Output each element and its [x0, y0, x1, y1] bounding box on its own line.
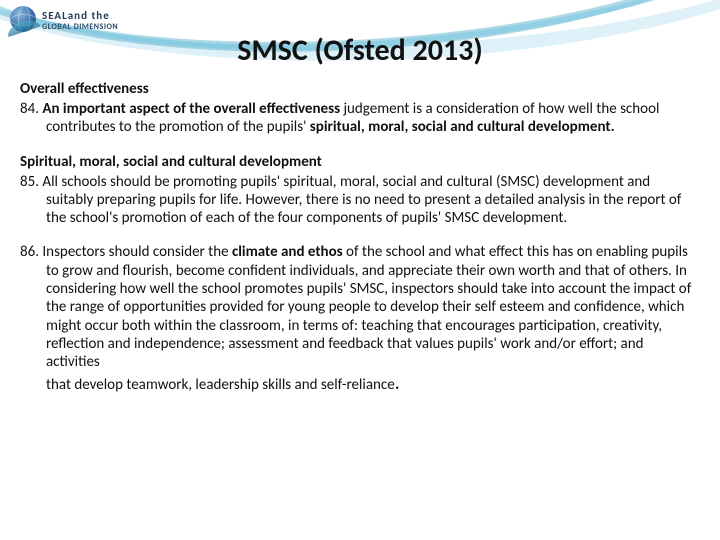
p86-bold: climate and ethos [232, 243, 343, 261]
p86-post: of the school and what effect this has o… [46, 243, 691, 371]
logo-text-top: SEAL [42, 9, 68, 22]
para-number: 84. [20, 100, 39, 118]
p86-last: that develop teamwork, leadership skills… [46, 376, 395, 394]
slide-body: Overall effectiveness 84. An important a… [20, 80, 696, 410]
p86-period: . [395, 371, 400, 395]
logo-text-bottom: GLOBAL DIMENSION [42, 23, 118, 31]
logo-text-amp: and the [68, 9, 110, 22]
paragraph-84: 84. An important aspect of the overall e… [20, 100, 696, 137]
section-heading-overall: Overall effectiveness [20, 80, 696, 98]
section-heading-smscd: Spiritual, moral, social and cultural de… [20, 153, 696, 171]
paragraph-86-cont: that develop teamwork, leadership skills… [20, 376, 696, 394]
p85-text: All schools should be promoting pupils' … [42, 173, 681, 228]
para-number: 85. [20, 173, 39, 191]
para-number: 86. [20, 243, 39, 261]
slide-title: SMSC (Ofsted 2013) [0, 32, 720, 69]
seal-logo: SEALand the GLOBAL DIMENSION [10, 6, 118, 32]
p84-lead: An important aspect of the overall effec… [42, 100, 343, 118]
paragraph-85: 85. All schools should be promoting pupi… [20, 173, 696, 228]
paragraph-86: 86. Inspectors should consider the clima… [20, 243, 696, 371]
p84-tail: spiritual, moral, social and cultural de… [310, 118, 615, 136]
p86-pre: Inspectors should consider the [42, 243, 232, 261]
